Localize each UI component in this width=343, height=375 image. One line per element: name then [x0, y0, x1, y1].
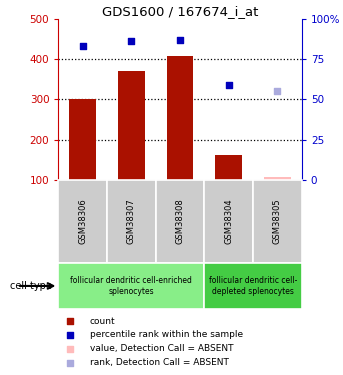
Bar: [167, 56, 193, 180]
Point: [68, 346, 73, 352]
Point: [68, 318, 73, 324]
Text: GSM38304: GSM38304: [224, 198, 233, 244]
Text: GSM38305: GSM38305: [273, 198, 282, 244]
Point: [177, 37, 183, 43]
Bar: [253, 180, 302, 262]
Text: count: count: [90, 316, 116, 326]
Text: follicular dendritic cell-enriched
splenocytes: follicular dendritic cell-enriched splen…: [70, 276, 192, 296]
Point: [80, 43, 85, 49]
Bar: [58, 180, 107, 262]
Title: GDS1600 / 167674_i_at: GDS1600 / 167674_i_at: [102, 4, 258, 18]
Text: rank, Detection Call = ABSENT: rank, Detection Call = ABSENT: [90, 358, 229, 367]
Text: GSM38306: GSM38306: [78, 198, 87, 244]
Bar: [264, 177, 291, 180]
Point: [68, 360, 73, 366]
Point: [275, 88, 280, 94]
Point: [68, 332, 73, 338]
Text: follicular dendritic cell-
depleted splenocytes: follicular dendritic cell- depleted sple…: [209, 276, 297, 296]
Bar: [58, 262, 204, 309]
Text: GSM38308: GSM38308: [176, 198, 185, 244]
Bar: [215, 154, 242, 180]
Text: GSM38307: GSM38307: [127, 198, 136, 244]
Text: cell type: cell type: [10, 281, 52, 291]
Text: percentile rank within the sample: percentile rank within the sample: [90, 330, 243, 339]
Bar: [118, 71, 145, 180]
Text: value, Detection Call = ABSENT: value, Detection Call = ABSENT: [90, 344, 234, 353]
Bar: [204, 262, 302, 309]
Bar: [156, 180, 204, 262]
Bar: [69, 99, 96, 180]
Bar: [204, 180, 253, 262]
Point: [226, 82, 232, 88]
Point: [129, 38, 134, 44]
Bar: [107, 180, 156, 262]
